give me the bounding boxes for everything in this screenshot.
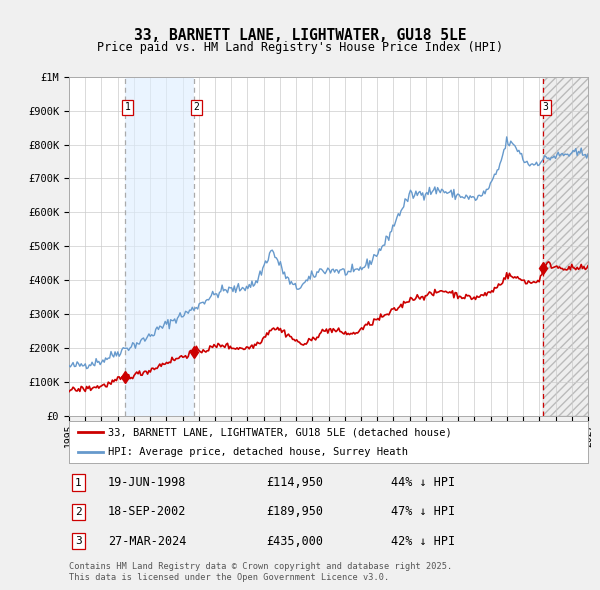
Text: 27-MAR-2024: 27-MAR-2024 <box>108 535 187 548</box>
Bar <box>543 77 596 416</box>
Text: HPI: Average price, detached house, Surrey Heath: HPI: Average price, detached house, Surr… <box>108 447 408 457</box>
Text: £189,950: £189,950 <box>266 505 323 519</box>
Text: 42% ↓ HPI: 42% ↓ HPI <box>391 535 455 548</box>
Text: This data is licensed under the Open Government Licence v3.0.: This data is licensed under the Open Gov… <box>69 573 389 582</box>
Bar <box>543 77 596 416</box>
Text: 33, BARNETT LANE, LIGHTWATER, GU18 5LE (detached house): 33, BARNETT LANE, LIGHTWATER, GU18 5LE (… <box>108 427 452 437</box>
Text: Price paid vs. HM Land Registry's House Price Index (HPI): Price paid vs. HM Land Registry's House … <box>97 41 503 54</box>
Text: 1: 1 <box>125 102 130 112</box>
Text: 19-JUN-1998: 19-JUN-1998 <box>108 476 187 489</box>
Text: £114,950: £114,950 <box>266 476 323 489</box>
Text: Contains HM Land Registry data © Crown copyright and database right 2025.: Contains HM Land Registry data © Crown c… <box>69 562 452 571</box>
Text: 2: 2 <box>75 507 82 517</box>
Text: 3: 3 <box>542 102 548 112</box>
Bar <box>125 77 194 416</box>
Text: 1: 1 <box>75 477 82 487</box>
Text: 44% ↓ HPI: 44% ↓ HPI <box>391 476 455 489</box>
Text: 2: 2 <box>194 102 200 112</box>
Text: 18-SEP-2002: 18-SEP-2002 <box>108 505 187 519</box>
Text: 3: 3 <box>75 536 82 546</box>
Text: 47% ↓ HPI: 47% ↓ HPI <box>391 505 455 519</box>
Text: £435,000: £435,000 <box>266 535 323 548</box>
Text: 33, BARNETT LANE, LIGHTWATER, GU18 5LE: 33, BARNETT LANE, LIGHTWATER, GU18 5LE <box>134 28 466 43</box>
